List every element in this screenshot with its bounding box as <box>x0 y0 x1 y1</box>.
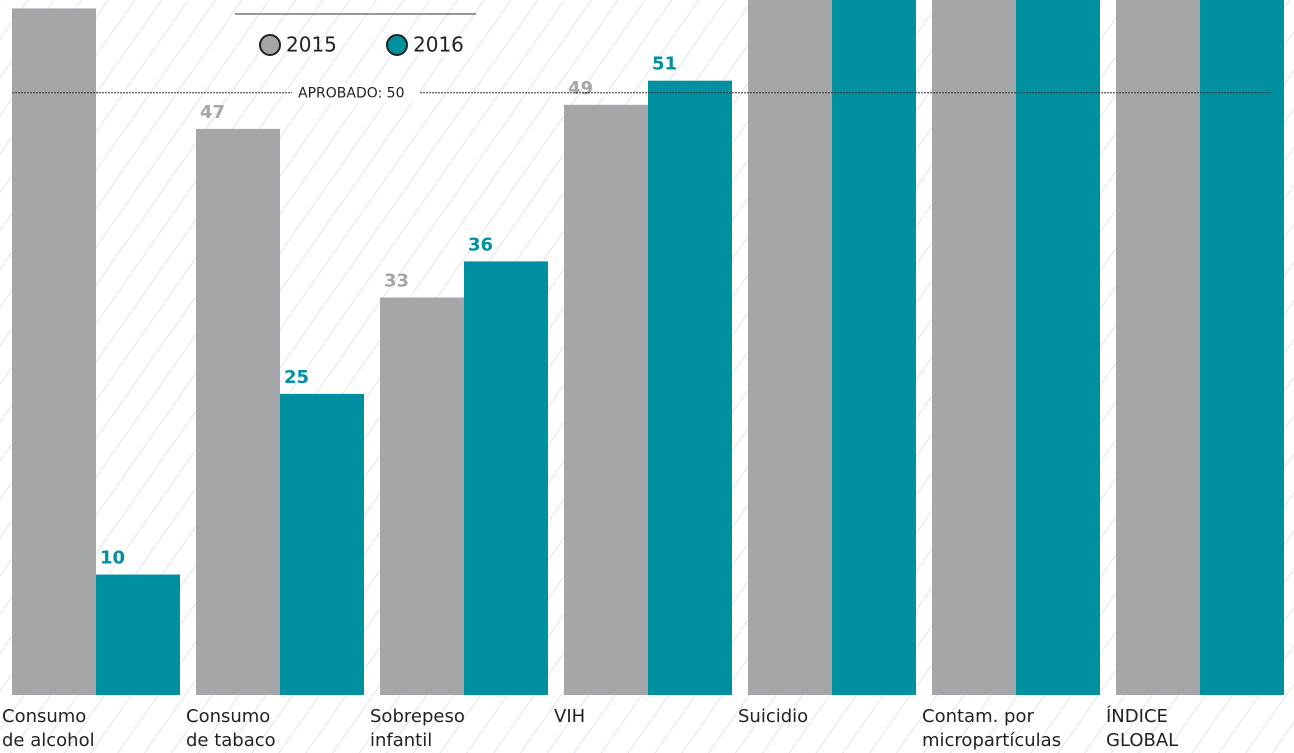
bar <box>648 81 732 695</box>
bar <box>1200 0 1284 695</box>
reference-label: APROBADO: 50 <box>298 86 404 102</box>
legend-label: 2016 <box>413 33 464 57</box>
chart: 10 47 25 33 36 49 51 APROBADO: 50 2015 2016 Consu… <box>0 0 1294 753</box>
value-label: 36 <box>468 234 493 255</box>
category-label: ÍNDICE GLOBAL <box>1106 705 1178 753</box>
bar <box>1116 0 1200 695</box>
category-label: VIH <box>554 705 585 729</box>
category-label: Sobrepeso infantil <box>370 705 465 753</box>
bar <box>464 261 548 695</box>
category-label: Consumo de tabaco <box>186 705 276 753</box>
legend-swatch <box>260 35 280 55</box>
bar <box>1016 0 1100 695</box>
chart-svg: 10 47 25 33 36 49 51 APROBADO: 50 2015 2016 <box>0 0 1294 753</box>
value-label: 33 <box>384 271 409 292</box>
value-label: 49 <box>568 78 593 99</box>
value-label: 51 <box>652 54 677 75</box>
value-label: 10 <box>100 548 125 569</box>
category-label: Suicidio <box>738 705 808 729</box>
value-label: 25 <box>284 367 309 388</box>
bar <box>196 129 280 695</box>
bar <box>564 105 648 695</box>
bar <box>96 575 180 695</box>
bar <box>380 298 464 695</box>
legend-swatch <box>387 35 407 55</box>
legend-label: 2015 <box>286 33 337 57</box>
category-label: Contam. por micropartículas <box>922 705 1061 753</box>
bar <box>280 394 364 695</box>
category-label: Consumo de alcohol <box>2 705 95 753</box>
bar <box>748 0 832 695</box>
bar <box>832 0 916 695</box>
bar <box>932 0 1016 695</box>
bar <box>12 8 96 695</box>
value-label: 47 <box>200 102 225 123</box>
